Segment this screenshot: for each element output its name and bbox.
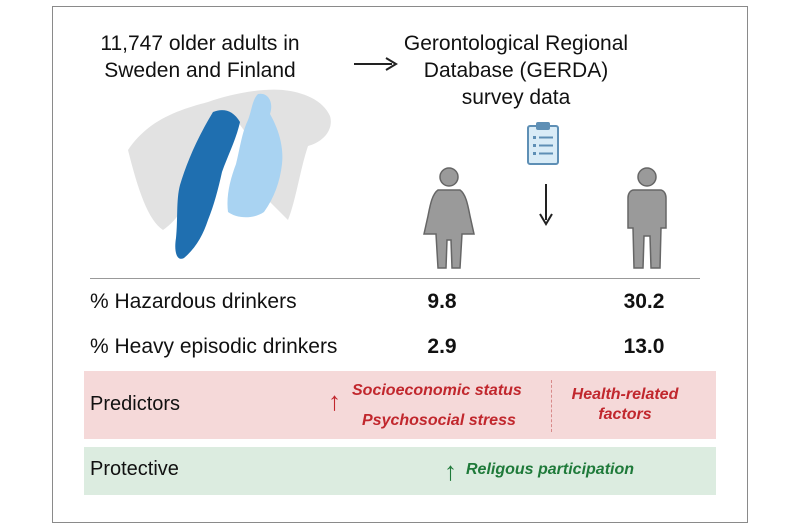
source-line-1: Gerontological Regional	[403, 32, 629, 55]
predictor-health-line-1: Health-related	[571, 386, 679, 403]
scandinavia-map-icon	[128, 89, 331, 259]
population-line-1: 11,747 older adults in	[100, 32, 300, 55]
predictor-divider	[551, 380, 552, 432]
protective-religious: Religous participation	[466, 461, 635, 478]
population-line-2: Sweden and Finland	[104, 59, 296, 82]
protective-band	[84, 447, 716, 495]
divider-line	[90, 278, 700, 279]
clipboard-icon	[527, 122, 559, 165]
arrow-down-icon	[539, 184, 553, 226]
predictor-psychosocial: Psychosocial stress	[362, 412, 516, 429]
predictors-label: Predictors	[90, 393, 181, 415]
stat-female-hazardous: 9.8	[427, 290, 457, 313]
source-line-3: survey data	[461, 86, 571, 109]
protective-label: Protective	[90, 458, 179, 480]
stat-female-heavy-episodic: 2.9	[427, 335, 457, 358]
source-line-2: Database (GERDA)	[423, 59, 609, 82]
protective-arrow-icon: ↑	[444, 456, 457, 486]
male-person-icon	[627, 167, 667, 269]
stat-male-heavy-episodic: 13.0	[623, 335, 665, 358]
predictor-health-line-2: factors	[598, 406, 652, 423]
data-source-text: Gerontological Regional Database (GERDA)…	[380, 30, 652, 111]
stat-male-hazardous: 30.2	[623, 290, 665, 313]
female-person-icon	[423, 167, 475, 269]
arrow-right-icon	[354, 57, 398, 71]
population-text: 11,747 older adults in Sweden and Finlan…	[60, 30, 340, 84]
stat-label-heavy-episodic: % Heavy episodic drinkers	[90, 335, 338, 358]
increase-arrow-icon: ↑	[328, 386, 341, 416]
predictors-band	[84, 371, 716, 439]
predictor-socioeconomic: Socioeconomic status	[352, 382, 522, 399]
stat-label-hazardous: % Hazardous drinkers	[90, 290, 297, 313]
